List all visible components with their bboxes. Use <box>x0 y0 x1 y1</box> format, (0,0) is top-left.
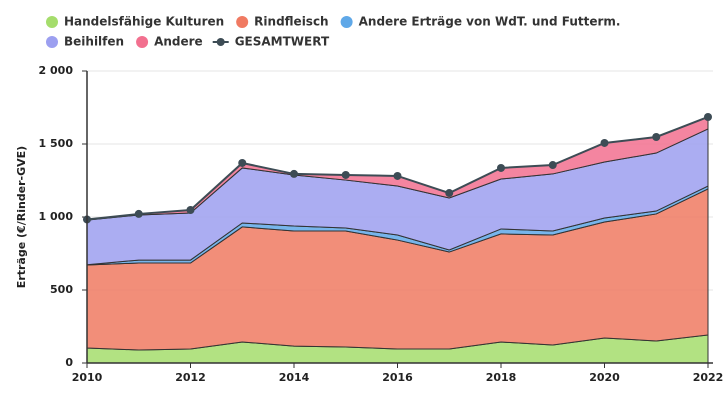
x-tick-label: 2018 <box>486 371 517 384</box>
legend-label: Handelsfähige Kulturen <box>64 15 224 29</box>
total-point <box>393 171 402 180</box>
y-tick-label: 0 <box>65 356 73 369</box>
x-tick-label: 2020 <box>589 371 620 384</box>
y-tick-label: 1 500 <box>39 137 74 150</box>
total-point <box>600 138 609 147</box>
x-tick-label: 2022 <box>693 371 724 384</box>
total-point <box>652 132 661 141</box>
legend-symbol <box>216 38 225 46</box>
y-axis-label: Erträge (€/Rinder-GVE) <box>15 146 28 288</box>
total-point <box>186 205 195 214</box>
total-point <box>704 112 712 121</box>
x-tick-label: 2014 <box>279 371 310 384</box>
total-point <box>290 169 298 178</box>
legend-symbol <box>340 16 353 28</box>
total-point <box>341 170 350 179</box>
legend-symbol <box>236 16 249 28</box>
y-tick-label: 1 000 <box>39 210 74 223</box>
x-tick-label: 2016 <box>382 371 413 384</box>
total-point <box>548 161 557 170</box>
x-tick-label: 2010 <box>72 371 103 384</box>
total-point <box>445 189 454 198</box>
y-tick-label: 2 000 <box>39 64 74 77</box>
legend-symbol <box>46 36 58 48</box>
legend-symbol <box>136 36 149 48</box>
legend-label: Andere Erträge von WdT. und Futterm. <box>359 15 621 29</box>
legend-label: Andere <box>154 35 203 49</box>
x-tick-label: 2012 <box>175 371 206 384</box>
total-point <box>497 163 505 172</box>
legend-label: GESAMTWERT <box>235 35 330 49</box>
legend-symbol <box>46 16 58 28</box>
y-tick-label: 500 <box>50 283 73 296</box>
total-point <box>134 209 143 218</box>
total-point <box>238 158 247 167</box>
legend-label: Rindfleisch <box>254 15 328 29</box>
legend-label: Beihilfen <box>64 35 124 49</box>
